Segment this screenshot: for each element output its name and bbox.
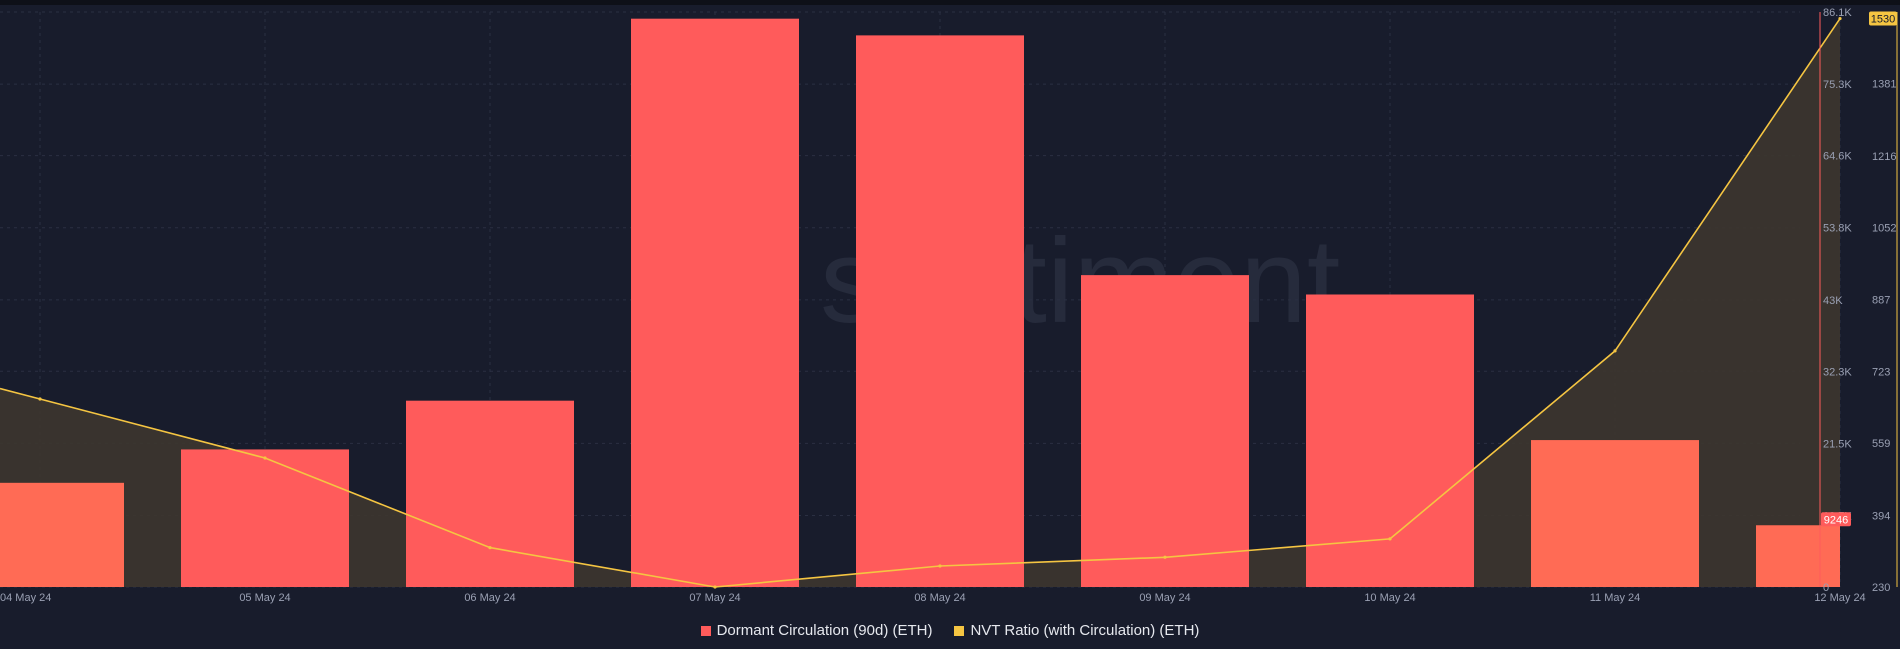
left-tick-8: 86.1K	[1823, 7, 1852, 19]
legend-label-dormant: Dormant Circulation (90d) (ETH)	[716, 622, 933, 639]
right-last-value-text: 1530	[1871, 14, 1895, 26]
x-tick-8: 12 May 24	[1814, 592, 1865, 604]
x-tick-7: 11 May 24	[1590, 592, 1641, 604]
right-tick-1: 394	[1872, 510, 1890, 522]
nvt-point-6	[1388, 537, 1392, 541]
left-last-value-text: 9246	[1824, 514, 1848, 526]
x-tick-1: 05 May 24	[239, 592, 290, 604]
x-tick-3: 07 May 24	[689, 592, 740, 604]
right-tick-3: 723	[1872, 366, 1890, 378]
bar-11-may-24	[1531, 440, 1699, 587]
nvt-point-3	[713, 585, 717, 589]
x-tick-4: 08 May 24	[914, 592, 965, 604]
bar-06-may-24	[406, 400, 574, 587]
x-tick-0: 04 May 24	[0, 592, 51, 604]
axes: 010.7K21.5K32.3K43K53.8K64.6K75.3K86.1K2…	[1819, 7, 1898, 594]
left-tick-7: 75.3K	[1823, 79, 1852, 91]
left-tick-4: 43K	[1823, 295, 1843, 307]
x-tick-5: 09 May 24	[1139, 592, 1190, 604]
legend-swatch-dormant	[700, 625, 711, 636]
right-tick-5: 1052	[1872, 223, 1896, 235]
legend-label-nvt: NVT Ratio (with Circulation) (ETH)	[970, 622, 1200, 639]
last-value-labels: 9246 1530	[1821, 11, 1897, 527]
x-tick-2: 06 May 24	[464, 592, 515, 604]
left-tick-2: 21.5K	[1823, 438, 1852, 450]
nvt-point-4	[938, 564, 942, 568]
nvt-point-8	[1838, 16, 1842, 21]
dormant-bars	[0, 18, 1840, 588]
right-tick-7: 1381	[1872, 79, 1896, 91]
nvt-point-5	[1163, 555, 1167, 559]
right-last-value-badge	[1869, 11, 1897, 26]
nvt-point-7	[1613, 349, 1617, 353]
legend-item-dormant[interactable]: Dormant Circulation (90d) (ETH)	[700, 622, 933, 639]
legend-swatch-nvt	[954, 625, 965, 636]
x-tick-6: 10 May 24	[1364, 592, 1415, 604]
nvt-point-1	[263, 456, 267, 460]
nvt-point-2	[488, 546, 492, 550]
left-tick-3: 32.3K	[1823, 366, 1852, 378]
right-tick-0: 230	[1872, 582, 1890, 594]
x-axis-ticks: 04 May 24 05 May 24 06 May 24 07 May 24 08 M…	[0, 592, 1866, 604]
left-last-value-badge	[1821, 512, 1851, 527]
legend-item-nvt[interactable]: NVT Ratio (with Circulation) (ETH)	[954, 622, 1199, 639]
bar-08-may-24	[856, 35, 1024, 588]
left-tick-5: 53.8K	[1823, 223, 1852, 235]
top-strip	[0, 0, 1900, 5]
bar-12-may-24	[1756, 525, 1840, 587]
bar-07-may-24	[631, 18, 799, 587]
right-tick-6: 1216	[1872, 151, 1896, 163]
bar-05-may-24	[181, 449, 349, 587]
bar-04-may-24	[0, 482, 124, 587]
right-tick-2: 559	[1872, 438, 1890, 450]
left-tick-0: 0	[1823, 582, 1829, 594]
nvt-line-path	[0, 18, 1841, 588]
right-tick-4: 887	[1872, 295, 1890, 307]
bar-09-may-24	[1081, 275, 1249, 587]
legend: Dormant Circulation (90d) (ETH) NVT Rati…	[0, 622, 1900, 639]
nvt-point-0	[38, 397, 42, 401]
nvt-line	[0, 16, 1842, 589]
left-tick-6: 64.6K	[1823, 151, 1852, 163]
